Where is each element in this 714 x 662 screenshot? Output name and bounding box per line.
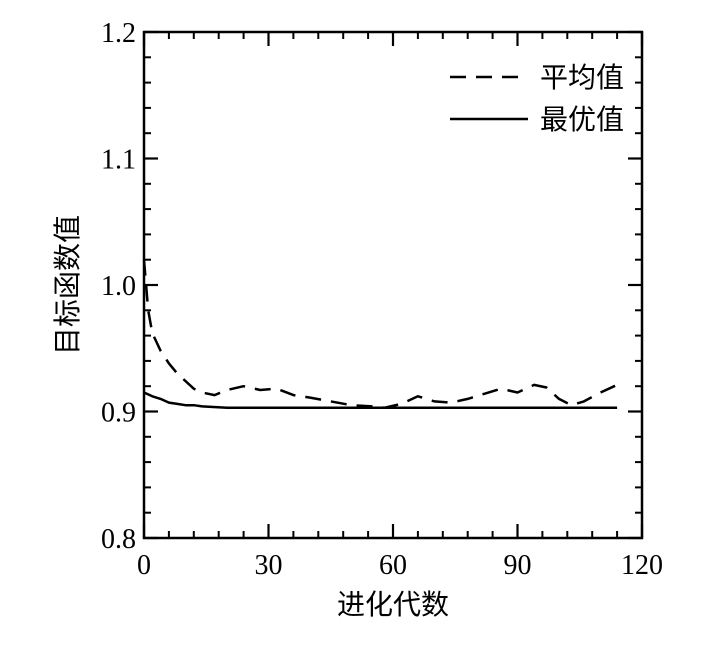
legend-label-best: 最优值 xyxy=(540,103,624,136)
series-line-best xyxy=(143,391,618,409)
legend: 平均值 最优值 xyxy=(450,61,624,136)
y-tick-label: 1.2 xyxy=(101,18,136,49)
x-tick-labels: 0 30 60 90 120 xyxy=(137,550,663,581)
y-tick-label: 1.1 xyxy=(101,145,136,176)
x-axis-title: 进化代数 xyxy=(337,588,449,621)
y-tick-label: 0.9 xyxy=(101,398,136,429)
x-tick-label: 30 xyxy=(255,550,283,581)
y-tick-labels: 0.8 0.9 1.0 1.1 1.2 xyxy=(101,18,136,555)
y-tick-label: 1.0 xyxy=(101,271,136,302)
y-tick-label: 0.8 xyxy=(101,524,136,555)
x-tick-label: 90 xyxy=(504,550,532,581)
x-tick-label: 0 xyxy=(137,550,151,581)
major-ticks xyxy=(142,30,644,540)
legend-label-average: 平均值 xyxy=(540,61,624,94)
x-tick-label: 60 xyxy=(379,550,407,581)
series-lines xyxy=(142,259,618,409)
minor-ticks xyxy=(144,32,642,538)
y-axis-title: 目标函数值 xyxy=(51,215,84,355)
x-tick-label: 120 xyxy=(621,550,663,581)
series-line-average xyxy=(142,259,618,409)
